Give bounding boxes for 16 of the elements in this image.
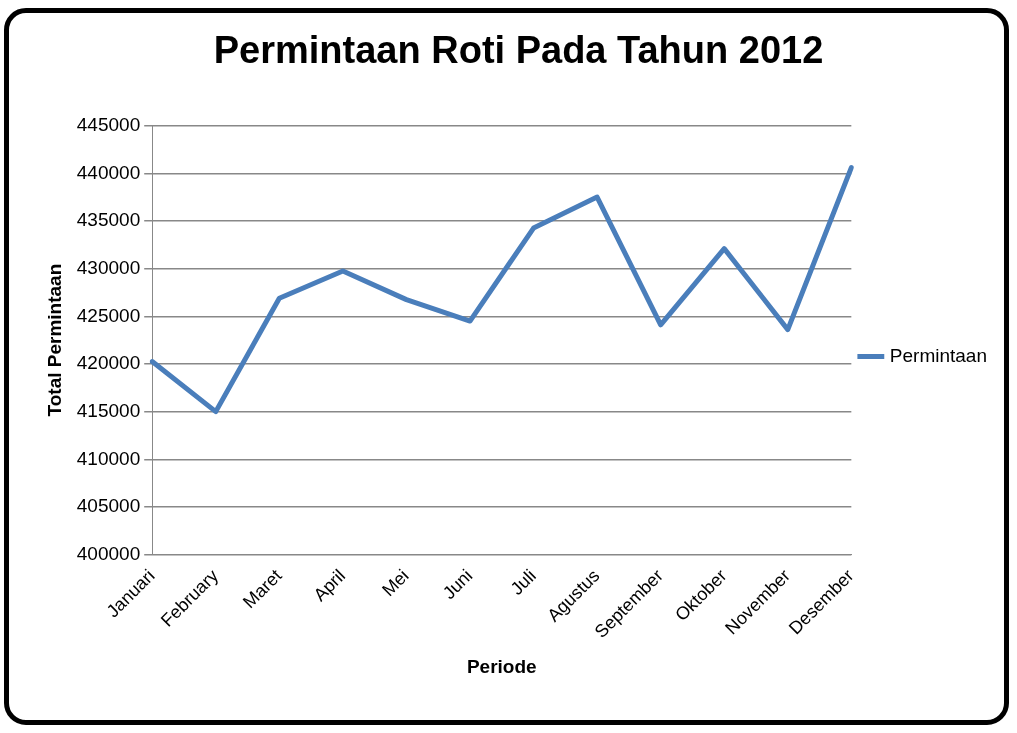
y-tick-label: 410000 xyxy=(76,447,141,469)
x-tick-label: Mei xyxy=(378,565,413,601)
y-tick-label: 435000 xyxy=(76,209,141,231)
y-axis-title: Total Permintaan xyxy=(43,263,65,417)
y-tick-label: 420000 xyxy=(76,352,141,374)
y-tick-label: 430000 xyxy=(76,256,141,278)
legend-label: Permintaan xyxy=(889,344,988,366)
y-tick-label: 405000 xyxy=(76,495,141,517)
x-tick-label: Juli xyxy=(506,565,540,599)
x-axis-title: Periode xyxy=(466,655,537,677)
chart-title: Permintaan Roti Pada Tahun 2012 xyxy=(213,29,824,72)
y-tick-label: 400000 xyxy=(76,542,141,564)
y-tick-label: 440000 xyxy=(76,161,141,183)
y-tick-label: 415000 xyxy=(76,399,141,421)
y-tick-label: 445000 xyxy=(76,113,141,135)
y-tick-label: 425000 xyxy=(76,304,141,326)
